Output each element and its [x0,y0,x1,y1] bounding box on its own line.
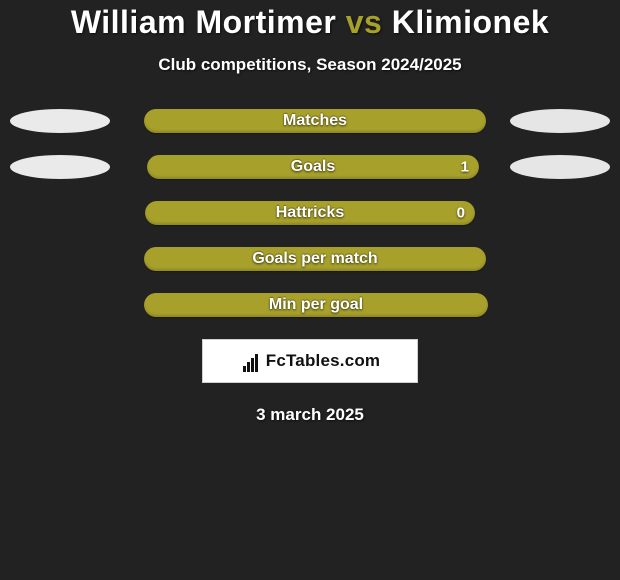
stat-bar-label: Goals [291,158,335,176]
ellipse-left-icon [10,155,110,179]
stat-bar: Goals per match [144,247,486,271]
ellipse-right-icon [510,109,610,133]
infographic-container: William Mortimer vs Klimionek Club compe… [0,0,620,425]
stat-row: Hattricks 0 [0,201,620,225]
date-text: 3 march 2025 [256,405,364,425]
page-title: William Mortimer vs Klimionek [71,4,549,41]
brand-text: FcTables.com [266,351,381,371]
stat-bar-label: Matches [283,112,347,130]
stat-bar: Goals 1 [147,155,479,179]
stat-bar-value: 0 [457,205,465,222]
stat-row: Matches [0,109,620,133]
brand-bars-icon [240,350,262,372]
stat-bar-label: Goals per match [252,250,377,268]
ellipse-left-icon [10,109,110,133]
player1-name: William Mortimer [71,4,337,40]
brand-box: FcTables.com [202,339,418,383]
stat-bar: Min per goal [144,293,488,317]
ellipse-right-icon [510,155,610,179]
player2-name: Klimionek [392,4,549,40]
vs-text: vs [346,4,383,40]
brand-bar-icon [255,354,258,372]
brand-bar-icon [243,366,246,372]
stat-bar-value: 1 [461,159,469,176]
stat-row: Goals per match [0,247,620,271]
stats-rows: Matches Goals 1 Hattricks 0 Goals per match Mi… [0,109,620,317]
brand-bar-icon [251,358,254,372]
subtitle: Club competitions, Season 2024/2025 [158,55,461,75]
stat-bar: Matches [144,109,486,133]
brand-bar-icon [247,362,250,372]
stat-row: Goals 1 [0,155,620,179]
stat-row: Min per goal [0,293,620,317]
stat-bar-label: Min per goal [269,296,363,314]
stat-bar: Hattricks 0 [145,201,475,225]
stat-bar-label: Hattricks [276,204,344,222]
